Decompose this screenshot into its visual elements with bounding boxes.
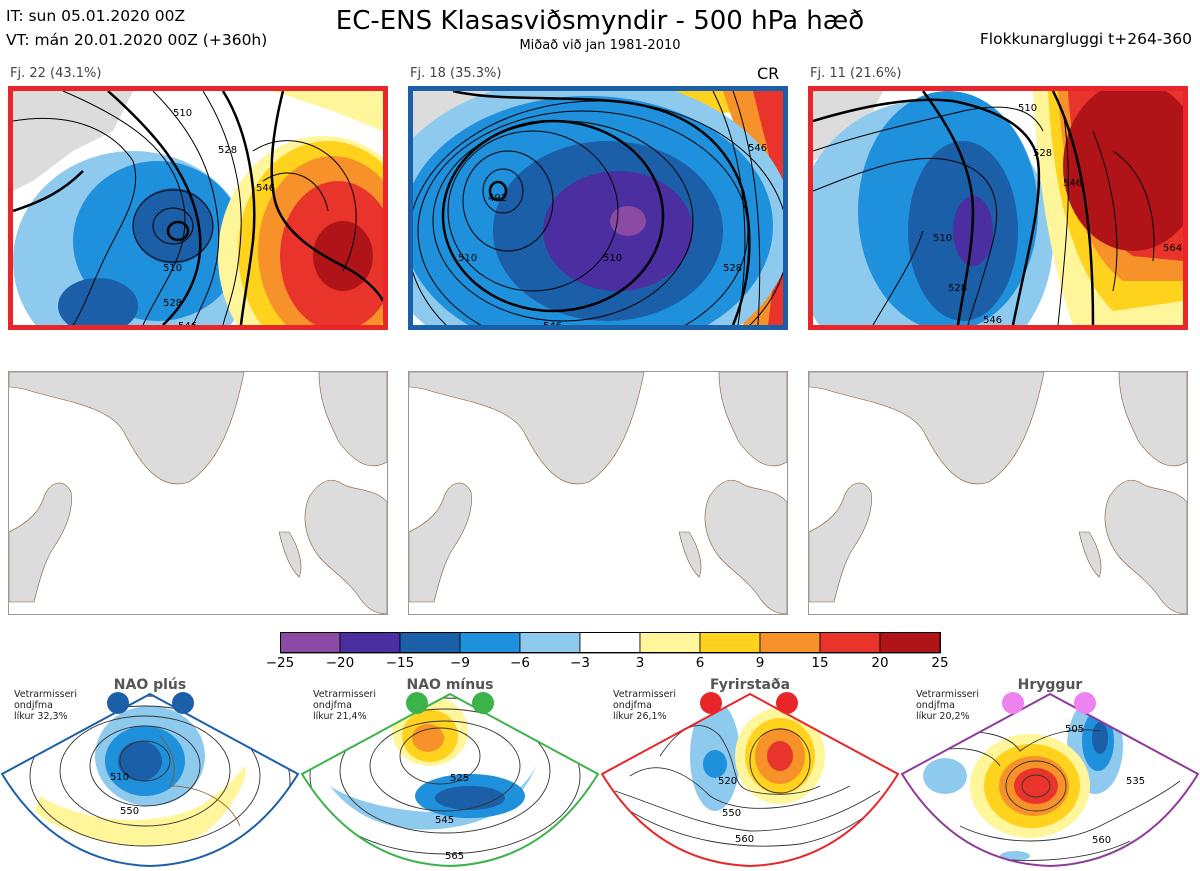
regime-3-contour-label: 550 [722, 808, 741, 819]
cluster-1-label: Fj. 22 (43.1%) [10, 66, 102, 81]
regime-4-contour-label: 535 [1126, 776, 1145, 787]
colorbar-cell [579, 632, 641, 654]
cluster-3-map: 510 528 546 564 510 528 546 [808, 86, 1188, 330]
regime-2-marker-right [472, 692, 494, 714]
blank-map-3 [808, 371, 1188, 615]
colorbar-cell [519, 632, 581, 654]
regime-3-marker-right [776, 692, 798, 714]
cluster-2-contour-label: 510 [458, 253, 477, 264]
run-info: IT: sun 05.01.2020 00Z VT: mán 20.01.202… [6, 4, 267, 52]
cluster-1-contour-label: 528 [218, 145, 237, 156]
colorbar-tick-label: −25 [265, 655, 295, 671]
colorbar-cell [879, 632, 941, 654]
cluster-3-contour-label: 528 [948, 283, 967, 294]
cluster-3-contour-label: 564 [1163, 243, 1182, 254]
regime-2-title: NAO mínus [406, 677, 494, 693]
regime-4-contour-label: 560 [1092, 835, 1111, 846]
cluster-1-contour-label: 528 [163, 298, 182, 309]
blank-map-1 [8, 371, 388, 615]
regime-4-note: Vetrarmisseri ondjfma líkur 20,2% [916, 689, 979, 722]
regime-1-contour-label: 550 [120, 806, 139, 817]
valid-time: VT: mán 20.01.2020 00Z (+360h) [6, 31, 268, 49]
cluster-1-contour-label: 546 [178, 321, 197, 325]
colorbar-tick-label: 20 [871, 655, 889, 671]
regime-2-note: Vetrarmisseri ondjfma líkur 21,4% [313, 689, 376, 722]
cluster-1-contour-label: 546 [256, 183, 275, 194]
cluster-2-contour-label: 510 [603, 253, 622, 264]
regime-ridge-map: 505 535 560 [900, 692, 1200, 868]
regime-blocking-map: 520 550 560 [600, 692, 900, 868]
cluster-2-contour-label: 546 [543, 321, 562, 325]
init-time: IT: sun 05.01.2020 00Z [6, 7, 186, 25]
page-title: EC-ENS Klasasviðsmyndir - 500 hPa hæð [335, 6, 865, 36]
cluster-2-tag: CR [757, 64, 780, 83]
regime-4-contour-label: 505 [1065, 724, 1084, 735]
cluster-2-contour-label: 492 [488, 193, 507, 204]
cluster-2-label: Fj. 18 (35.3%) [410, 66, 502, 81]
regime-1-note: Vetrarmisseri ondjfma líkur 32,3% [14, 689, 77, 722]
cluster-1-contour-label: 510 [173, 108, 192, 119]
colorbar-tick-label: 6 [695, 655, 705, 671]
regime-3-marker-left [700, 692, 722, 714]
regime-4-title: Hryggur [1017, 677, 1083, 693]
regime-2-contour-label: 545 [435, 815, 454, 826]
regime-2-contour-label: 525 [450, 773, 469, 784]
colorbar-cell [699, 632, 761, 654]
colorbar-cell [639, 632, 701, 654]
colorbar-cell [280, 632, 341, 654]
cluster-3-contour-label: 528 [1033, 148, 1052, 159]
anomaly-colorbar [280, 632, 941, 654]
regime-4-marker-right [1074, 692, 1096, 714]
colorbar-cell [819, 632, 881, 654]
colorbar-tick-label: −15 [385, 655, 415, 671]
cluster-3-label: Fj. 11 (21.6%) [810, 66, 902, 81]
cluster-3-contour-label: 546 [1063, 178, 1082, 189]
regime-1-marker-left [107, 692, 129, 714]
colorbar-tick-label: −3 [570, 655, 590, 671]
regime-3-contour-label: 560 [735, 834, 754, 845]
colorbar-tick-label: −20 [325, 655, 355, 671]
cluster-3-contour-label: 510 [933, 233, 952, 244]
blank-map-2 [408, 371, 788, 615]
cluster-2-contour-label: 546 [748, 143, 767, 154]
cluster-3-contour-label: 510 [1018, 103, 1037, 114]
regime-4-marker-left [1002, 692, 1024, 714]
colorbar-cell [399, 632, 461, 654]
regime-2-contour-label: 565 [445, 851, 464, 862]
colorbar-tick-label: 25 [931, 655, 949, 671]
regime-3-contour-label: 520 [718, 776, 737, 787]
regime-1-title: NAO plús [113, 677, 187, 693]
colorbar-cell [459, 632, 521, 654]
colorbar-cell [339, 632, 401, 654]
regime-3-title: Fyrirstaða [709, 677, 791, 693]
regime-nao-plus-map: 510 550 [0, 692, 300, 868]
colorbar-tick-label: −9 [450, 655, 470, 671]
clustering-window: Flokkunargluggi t+264-360 [979, 30, 1192, 48]
regime-3-note: Vetrarmisseri ondjfma líkur 26,1% [613, 689, 676, 722]
regime-nao-minus-map: 525 545 565 [300, 692, 600, 868]
colorbar-cell [759, 632, 821, 654]
colorbar-tick-label: 15 [811, 655, 829, 671]
cluster-2-contour-label: 528 [723, 263, 742, 274]
regime-2-marker-left [406, 692, 428, 714]
page-subtitle: Miðað við jan 1981-2010 [519, 38, 681, 53]
regime-1-contour-label: 510 [110, 772, 129, 783]
colorbar-tick-label: −6 [510, 655, 530, 671]
colorbar-tick-label: 3 [635, 655, 645, 671]
cluster-3-contour-label: 546 [983, 315, 1002, 325]
regime-1-marker-right [172, 692, 194, 714]
cluster-2-map: 492 510 528 546 564 510 546 [408, 86, 788, 330]
cluster-1-map: 510 528 546 564 510 528 546 [8, 86, 388, 330]
cluster-1-contour-label: 510 [163, 263, 182, 274]
colorbar-tick-label: 9 [755, 655, 765, 671]
